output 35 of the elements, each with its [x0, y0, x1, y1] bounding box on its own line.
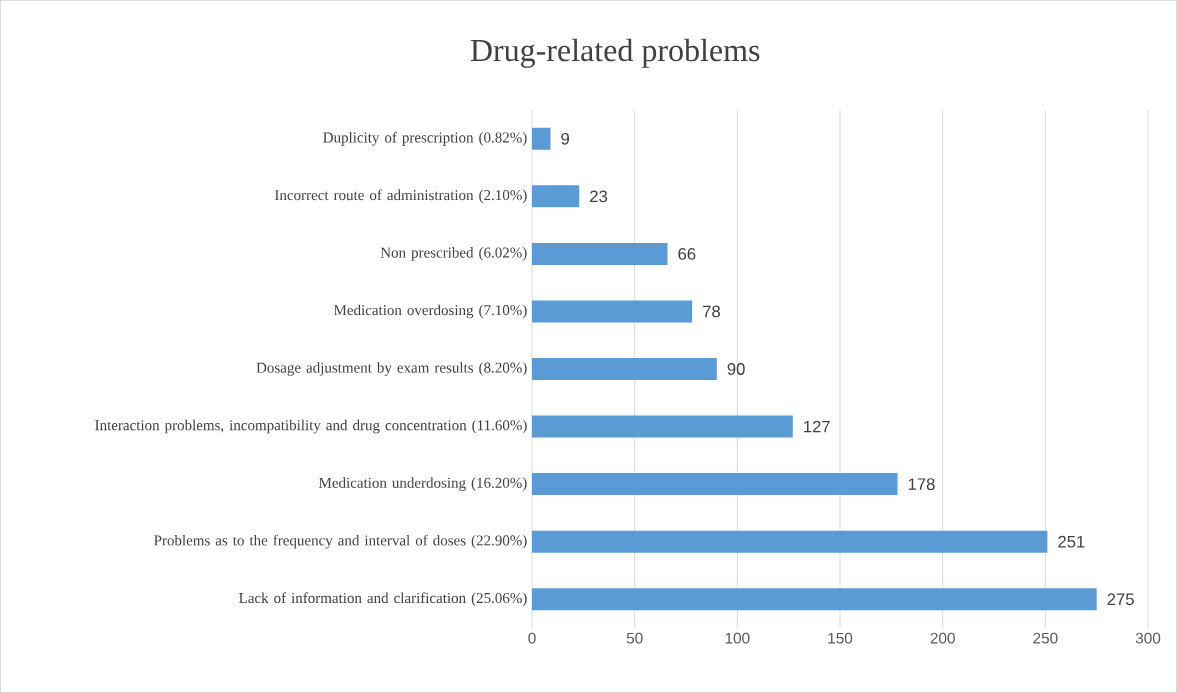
bar — [532, 473, 898, 496]
y-tick-label: Duplicity of prescription (0.82%) — [323, 131, 527, 146]
y-tick-label: Medication overdosing (7.10%) — [334, 304, 527, 319]
x-tick-label: 50 — [626, 632, 643, 644]
data-label: 23 — [590, 190, 608, 203]
y-tick-label: Incorrect route of administration (2.10%) — [274, 189, 527, 204]
data-label: 66 — [678, 248, 696, 260]
y-tick-label: Non prescribed (6.02%) — [380, 247, 527, 261]
x-tick-label: 250 — [1033, 632, 1058, 644]
x-tick-label: 150 — [828, 632, 853, 644]
y-tick-label: Medication underdosing (16.20%) — [319, 477, 527, 491]
data-label: 178 — [908, 478, 935, 491]
bar — [532, 415, 793, 438]
bar — [532, 185, 580, 208]
chart-title: Drug-related problems — [470, 38, 760, 68]
data-label: 90 — [727, 363, 745, 375]
data-label: 275 — [1107, 593, 1134, 606]
bar — [532, 300, 693, 323]
y-tick-label: Dosage adjustment by exam results (8.20%) — [256, 362, 527, 376]
y-tick-label: Interaction problems, incompatibility and drug concentration (11.60%) — [95, 419, 527, 434]
x-tick-label: 200 — [930, 632, 955, 644]
bar — [532, 127, 551, 150]
y-tick-label: Problems as to the frequency and interval of doses (22.90%) — [154, 534, 527, 549]
bar — [532, 358, 717, 381]
data-label: 78 — [703, 305, 721, 318]
bar — [532, 242, 668, 265]
y-tick-label: Lack of information and clarification (25.06%) — [239, 592, 527, 607]
data-label: 9 — [561, 132, 570, 145]
x-tick-label: 0 — [528, 632, 536, 644]
bar — [532, 588, 1097, 611]
bar — [532, 530, 1048, 553]
x-tick-label: 300 — [1135, 632, 1161, 644]
data-label: 127 — [804, 420, 830, 433]
x-tick-label: 100 — [725, 632, 750, 644]
data-label: 251 — [1058, 535, 1085, 548]
